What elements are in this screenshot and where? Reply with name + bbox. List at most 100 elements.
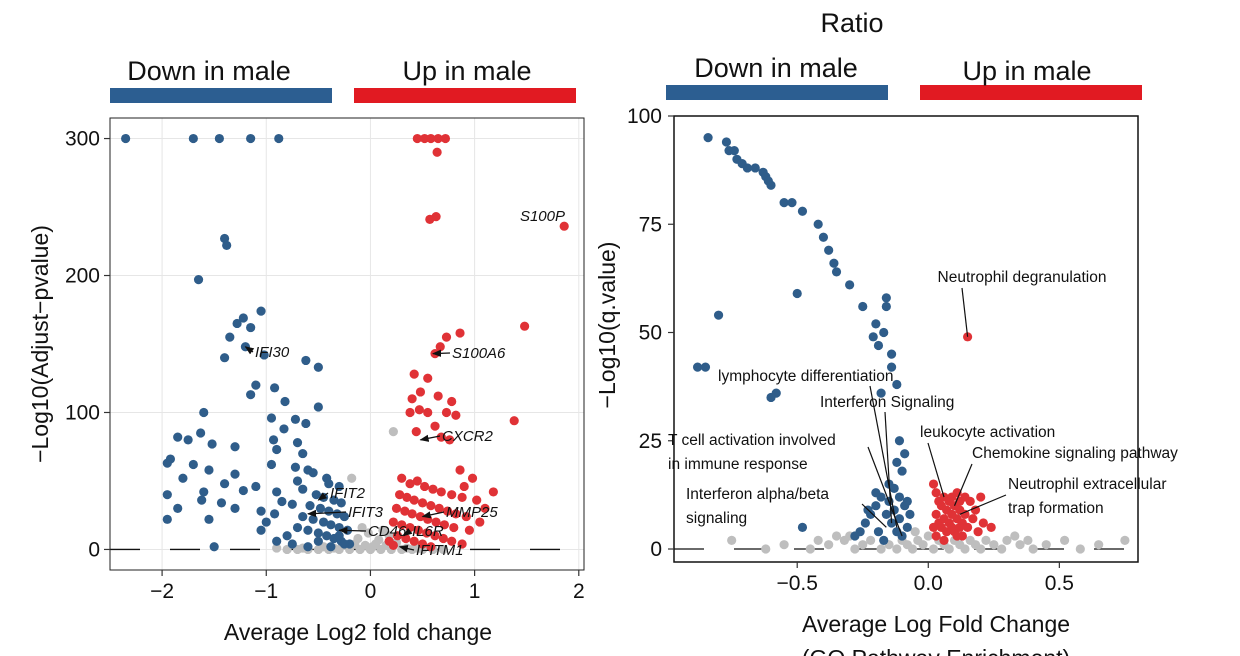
point-down (889, 505, 899, 515)
left-x-axis-title: Average Log2 fold change (224, 619, 492, 645)
point-down (308, 468, 318, 478)
point-down (766, 392, 776, 403)
point-ns (1015, 540, 1025, 550)
point-up (441, 407, 452, 418)
point-up (475, 517, 485, 527)
point-down (240, 342, 251, 352)
point-up (928, 479, 939, 489)
point-down (339, 539, 349, 549)
point-ns (1075, 544, 1085, 554)
point-up (931, 509, 941, 519)
point-down (303, 542, 313, 552)
point-down (197, 495, 207, 505)
point-down (209, 542, 219, 552)
point-up (978, 518, 988, 528)
point-down (894, 492, 905, 502)
point-up (430, 421, 440, 431)
point-up (973, 527, 983, 537)
point-down (334, 481, 344, 492)
annotation-label: leukocyte activation (920, 424, 1055, 441)
point-up (417, 498, 428, 508)
point-ns (1120, 535, 1130, 545)
point-down (256, 306, 266, 316)
point-down (336, 498, 346, 508)
point-ns (928, 544, 939, 554)
point-down (219, 479, 230, 489)
point-up (392, 531, 403, 541)
right-y-axis-title: −Log10(q.value) (594, 242, 620, 409)
left-annotations: S100P IFI30 S100A6 CXCR2 IFIT2 IFIT3 MMP25 CD46… (244, 208, 565, 559)
point-ns (761, 544, 771, 554)
point-down (797, 522, 808, 532)
right-plot-border (673, 115, 1139, 563)
point-up (391, 503, 402, 513)
point-down (831, 267, 842, 277)
point-down (902, 522, 912, 532)
point-ns (813, 535, 823, 545)
point-down (287, 539, 297, 549)
annotation-label: IFI30 (255, 344, 290, 361)
point-up (445, 435, 455, 445)
point-up (970, 505, 981, 515)
point-up (432, 147, 442, 157)
point-ns (910, 527, 920, 537)
point-ns (944, 544, 954, 554)
point-down (329, 495, 339, 505)
point-down (703, 133, 713, 143)
point-ns (1023, 535, 1033, 545)
point-down (700, 362, 711, 372)
point-ns (997, 544, 1007, 554)
point-up (467, 473, 478, 483)
point-ns (360, 540, 370, 550)
point-down (334, 531, 344, 541)
x-tick-label: −1 (254, 580, 278, 603)
point-up (439, 520, 450, 530)
point-up (425, 214, 435, 224)
x-tick-label: 0.5 (1045, 572, 1074, 595)
point-down (829, 258, 839, 268)
point-down (303, 525, 313, 535)
annotation-leader-line (959, 494, 1007, 515)
point-ns (347, 473, 357, 483)
point-down (902, 496, 912, 506)
point-up (455, 465, 465, 475)
x-tick-label: −0.5 (776, 572, 817, 595)
point-up (400, 506, 410, 516)
point-up (415, 387, 426, 397)
point-up (442, 506, 453, 516)
point-down (797, 206, 808, 216)
y-tick-label: 0 (650, 538, 662, 561)
left-volcano-plot: Down in male Up in male −2 −1 0 1 2 0 100 200 30… (27, 56, 585, 645)
annotation-label: signaling (686, 510, 747, 527)
point-down (905, 509, 915, 519)
point-down (219, 353, 230, 363)
point-down (277, 496, 287, 507)
point-up (457, 492, 467, 503)
annotation-arrow (244, 346, 255, 355)
point-down (881, 301, 891, 312)
y-tick-label: 100 (65, 401, 100, 424)
point-up (433, 391, 443, 401)
point-down (889, 483, 899, 493)
point-down (305, 501, 315, 511)
annotation-label: S100A6 (452, 345, 506, 362)
annotation-label: lymphocyte differentiation (718, 368, 893, 385)
point-down (879, 327, 889, 338)
right-volcano-plot: Ratio Down in male Up in male −0.5 0.0 0.5… (594, 8, 1178, 656)
annotation-label: S100P (520, 208, 565, 225)
point-down (845, 280, 855, 290)
point-down (897, 531, 907, 541)
annotation-label: in immune response (668, 456, 808, 473)
point-down (332, 509, 342, 519)
point-down (216, 498, 227, 508)
point-up (388, 517, 398, 527)
point-up (436, 432, 446, 442)
point-up (455, 328, 465, 338)
point-down (183, 435, 193, 445)
point-down (766, 180, 776, 190)
point-down (268, 435, 279, 445)
point-up (436, 487, 446, 497)
point-ns (438, 544, 448, 555)
point-down (721, 137, 732, 147)
point-up (407, 509, 417, 519)
